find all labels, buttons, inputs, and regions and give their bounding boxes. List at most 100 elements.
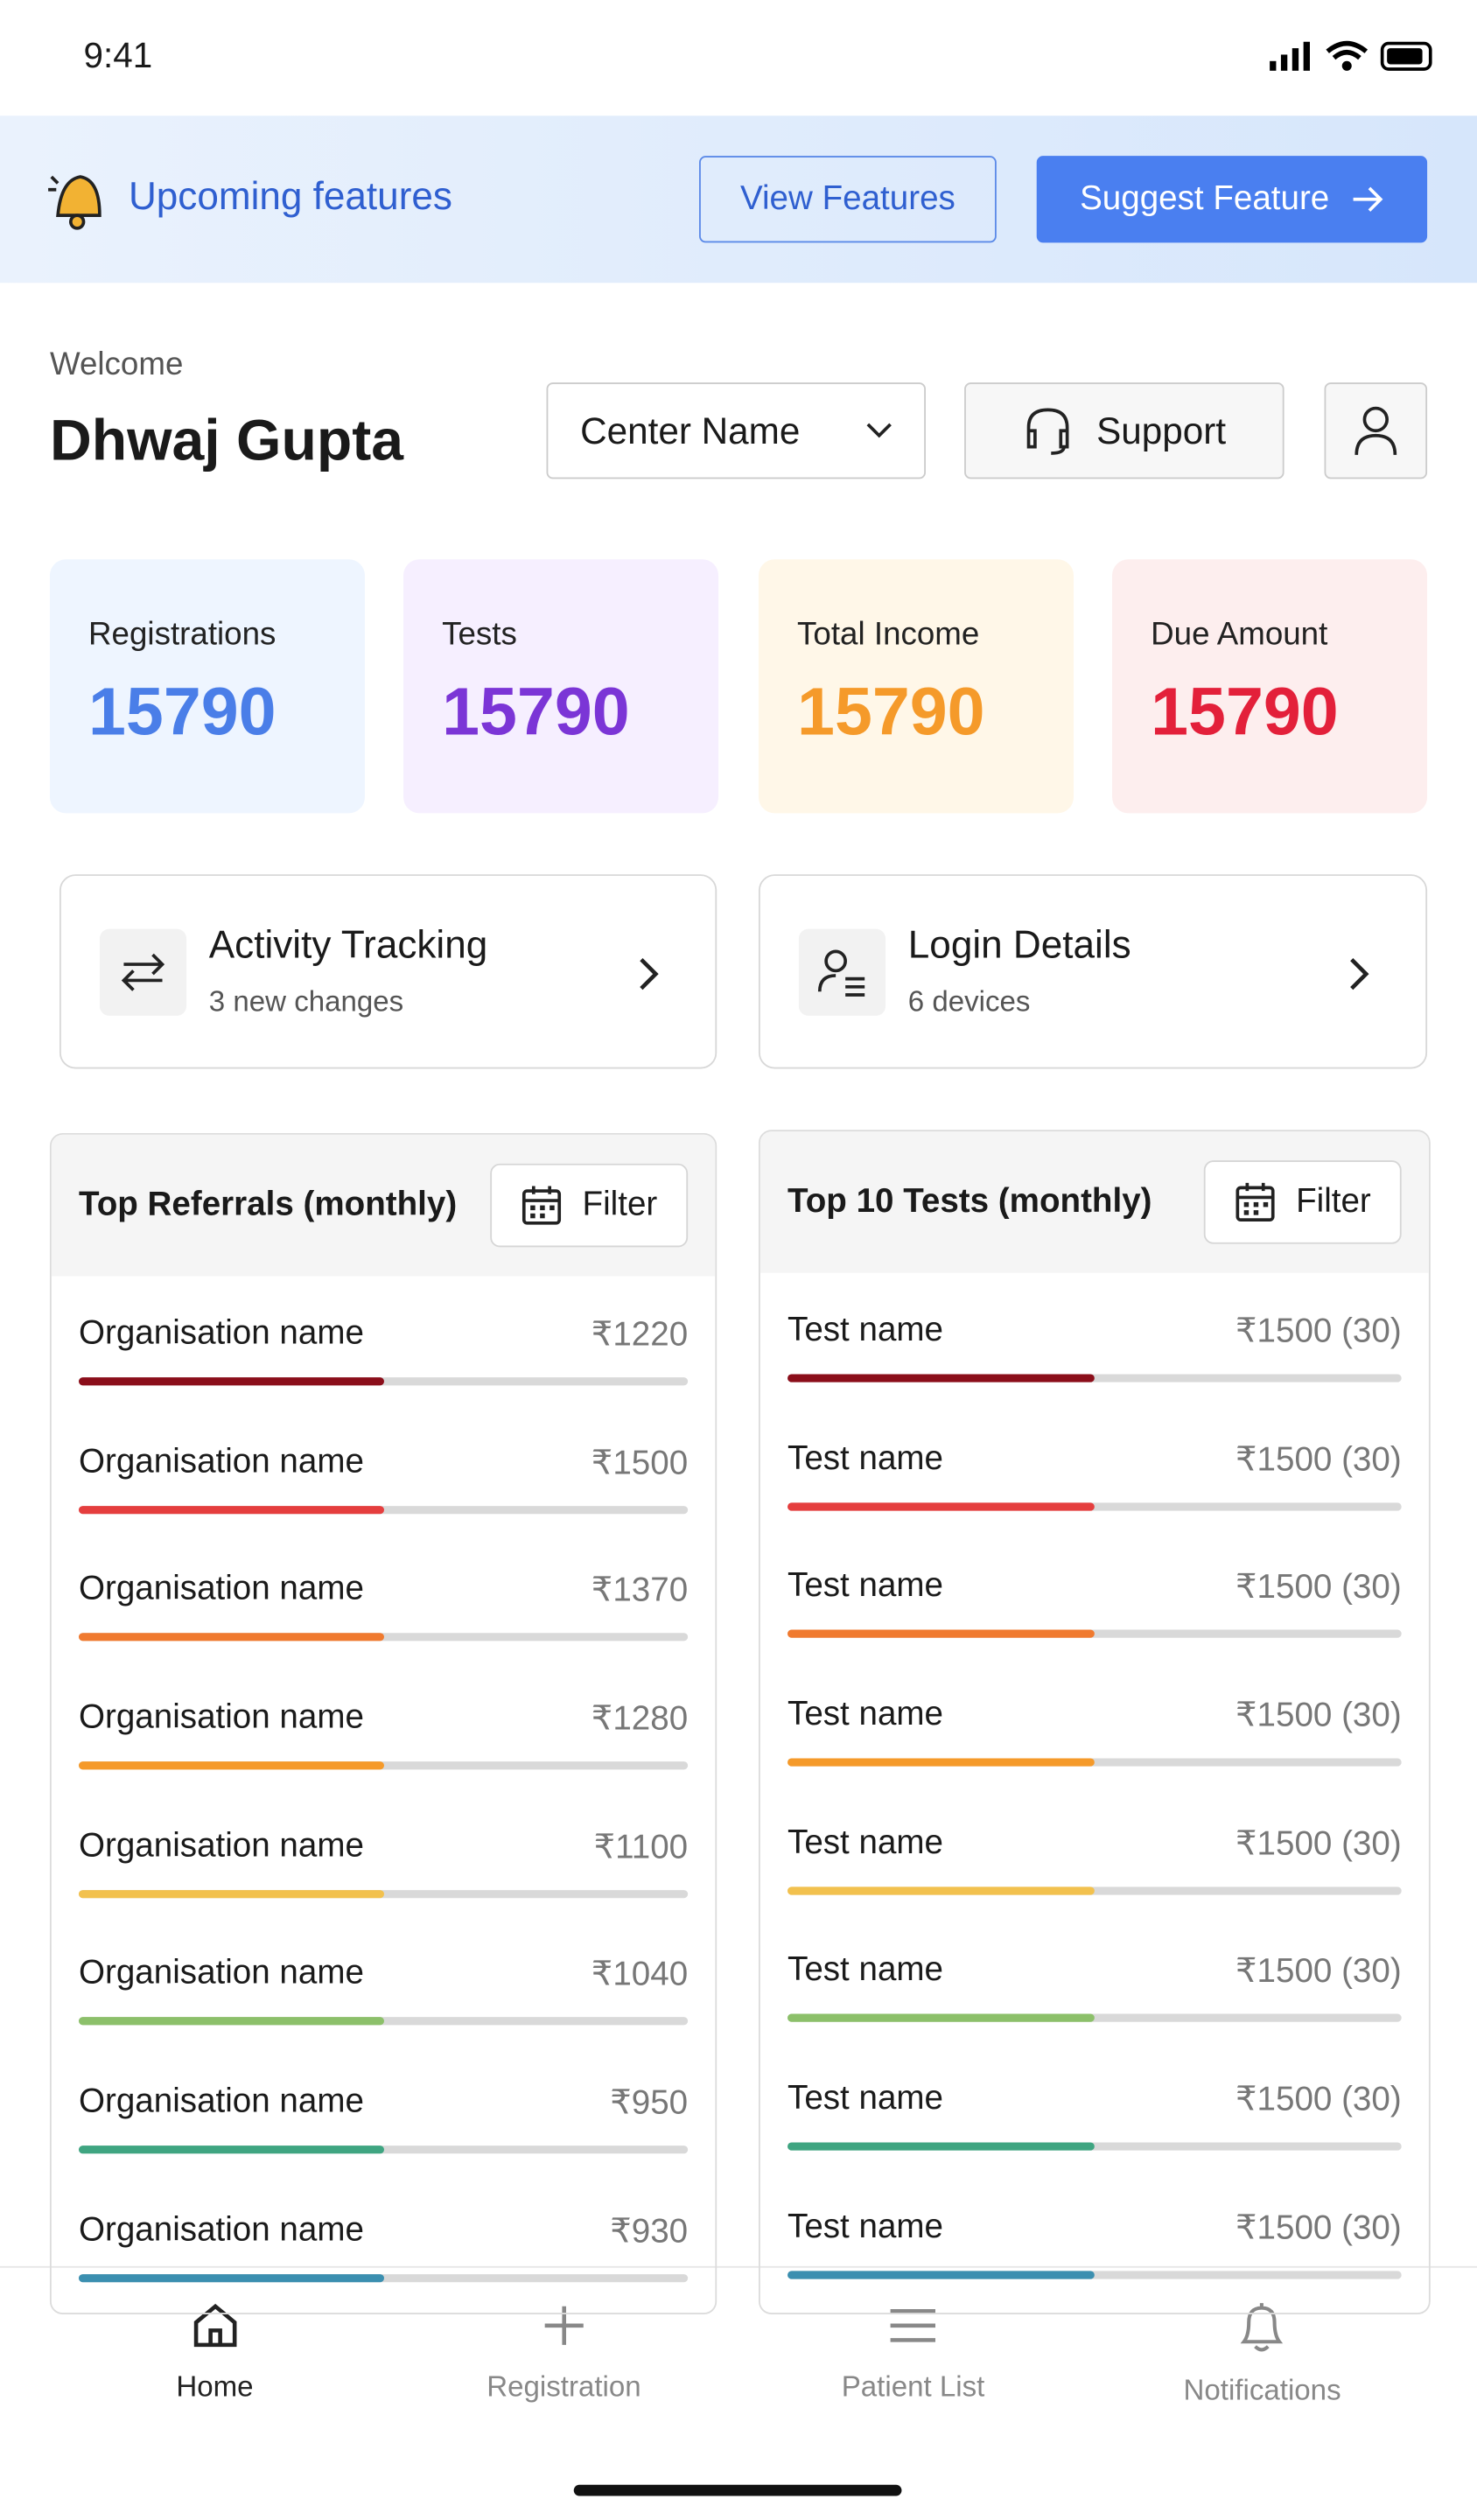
- icon-box: [798, 928, 886, 1015]
- list-row: Test name ₹1500 (30): [760, 1529, 1429, 1656]
- headset-icon: [1027, 408, 1069, 455]
- view-features-button[interactable]: View Features: [699, 156, 997, 243]
- card-subtitle: 6 devices: [907, 984, 1031, 1018]
- row-amount: ₹1040: [591, 1956, 689, 1994]
- user-icon: [1354, 406, 1397, 455]
- icon-box: [99, 928, 187, 1015]
- progress-fill: [788, 2014, 1095, 2023]
- progress-fill: [79, 1633, 384, 1642]
- button-label: Filter: [582, 1186, 658, 1223]
- button-label: Support: [1096, 409, 1227, 452]
- activity-card[interactable]: Activity Tracking 3 new changes: [59, 874, 718, 1069]
- panel-title: Top Referrals (monthly): [79, 1186, 458, 1223]
- list-row: Test name ₹1500 (30): [760, 1401, 1429, 1529]
- row-amount: ₹1500 (30): [1236, 1825, 1402, 1863]
- nav-notifications[interactable]: Notifications: [1134, 2300, 1391, 2520]
- progress-fill: [79, 2146, 384, 2154]
- stat-value: 15790: [797, 673, 985, 749]
- panel-header: Top Referrals (monthly) Filter: [51, 1134, 716, 1277]
- row-name: Test name: [788, 1824, 944, 1861]
- user-list-icon: [817, 948, 865, 996]
- progress-fill: [79, 1505, 384, 1514]
- row-amount: ₹1500 (30): [1236, 2081, 1402, 2119]
- progress-track: [788, 2271, 1402, 2279]
- list-row: Organisation name ₹1220: [52, 1276, 716, 1404]
- plus-icon: [544, 2306, 584, 2345]
- home-indicator: [573, 2484, 902, 2496]
- row-name: Test name: [788, 1439, 944, 1477]
- progress-fill: [788, 1374, 1095, 1382]
- card-title: Login Details: [907, 924, 1131, 968]
- progress-fill: [788, 1758, 1095, 1767]
- list-row: Test name ₹1500 (30): [760, 1273, 1429, 1401]
- progress-fill: [79, 2273, 384, 2282]
- stat-label: Total Income: [797, 617, 980, 653]
- panel-header: Top 10 Tests (monthly) Filter: [760, 1131, 1429, 1273]
- row-text: Organisation name ₹950: [79, 2083, 688, 2124]
- nav-patient-list[interactable]: Patient List: [785, 2300, 1042, 2520]
- list-row: Test name ₹1500 (30): [760, 1914, 1429, 2041]
- row-text: Organisation name ₹930: [79, 2211, 688, 2251]
- nav-registration[interactable]: Registration: [436, 2300, 693, 2520]
- progress-fill: [79, 1889, 384, 1898]
- progress-fill: [788, 1502, 1095, 1511]
- row-name: Organisation name: [79, 2211, 364, 2249]
- nav-label: Home: [176, 2370, 254, 2404]
- row-name: Organisation name: [79, 1698, 364, 1736]
- stat-value: 15790: [1151, 673, 1339, 749]
- row-text: Test name ₹1500 (30): [788, 1824, 1402, 1864]
- progress-fill: [788, 2142, 1095, 2151]
- row-text: Organisation name ₹1370: [79, 1571, 688, 1611]
- row-amount: ₹1370: [591, 1572, 689, 1610]
- stat-card: Tests 15790: [403, 559, 719, 814]
- stat-value: 15790: [88, 673, 276, 749]
- row-name: Test name: [788, 1951, 944, 1989]
- list-row: Test name ₹1500 (30): [760, 1657, 1429, 1785]
- filter-button[interactable]: Filter: [490, 1163, 689, 1248]
- progress-track: [79, 2146, 689, 2154]
- stat-value: 15790: [442, 673, 630, 749]
- progress-track: [79, 2017, 689, 2026]
- list-row: Organisation name ₹1280: [52, 1661, 716, 1788]
- progress-track: [788, 1502, 1402, 1511]
- progress-track: [788, 1630, 1402, 1639]
- row-name: Test name: [788, 1567, 944, 1605]
- status-time: 9:41: [83, 35, 153, 76]
- support-button[interactable]: Support: [964, 382, 1284, 480]
- chevron-right: [640, 957, 659, 990]
- progress-fill: [79, 1377, 384, 1386]
- progress-track: [788, 1886, 1402, 1895]
- button-label: Suggest Feature: [1080, 179, 1330, 217]
- progress-track: [79, 1505, 689, 1514]
- list-row: Organisation name ₹1100: [52, 1788, 716, 1916]
- row-name: Test name: [788, 2208, 944, 2245]
- list-row: Organisation name ₹950: [52, 2045, 716, 2173]
- filter-button[interactable]: Filter: [1204, 1160, 1402, 1244]
- list-row: Organisation name ₹1500: [52, 1404, 716, 1532]
- row-amount: ₹1500 (30): [1236, 1312, 1402, 1350]
- welcome-label: Welcome: [49, 346, 184, 383]
- nav-home[interactable]: Home: [86, 2300, 343, 2520]
- nav-label: Registration: [486, 2370, 641, 2404]
- bottom-nav: Home Registration Patient List Notificat…: [0, 2265, 1477, 2520]
- chevron-down: [866, 423, 892, 438]
- progress-track: [79, 1633, 689, 1642]
- row-text: Organisation name ₹1280: [79, 1699, 688, 1740]
- referrals-panel: Top Referrals (monthly) Filter Organisatio…: [49, 1132, 718, 2314]
- row-amount: ₹950: [610, 2084, 689, 2122]
- arrow-icon: [1353, 186, 1383, 212]
- center-select[interactable]: Center Name: [546, 382, 926, 480]
- nav-label: Patient List: [841, 2370, 985, 2404]
- row-name: Organisation name: [79, 1826, 364, 1865]
- suggest-feature-button[interactable]: Suggest Feature: [1036, 156, 1428, 243]
- row-text: Organisation name ₹1220: [79, 1315, 688, 1355]
- row-text: Test name ₹1500 (30): [788, 1952, 1402, 1992]
- stat-label: Due Amount: [1151, 617, 1328, 653]
- login-card[interactable]: Login Details 6 devices: [758, 874, 1428, 1069]
- progress-fill: [788, 2271, 1095, 2279]
- card-subtitle: 3 new changes: [208, 984, 404, 1018]
- profile-button[interactable]: [1324, 382, 1428, 480]
- progress-track: [79, 2273, 689, 2282]
